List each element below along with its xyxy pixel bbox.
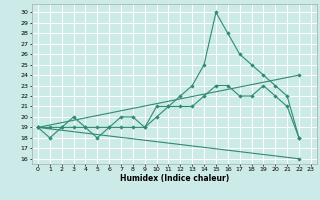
X-axis label: Humidex (Indice chaleur): Humidex (Indice chaleur) (120, 174, 229, 183)
